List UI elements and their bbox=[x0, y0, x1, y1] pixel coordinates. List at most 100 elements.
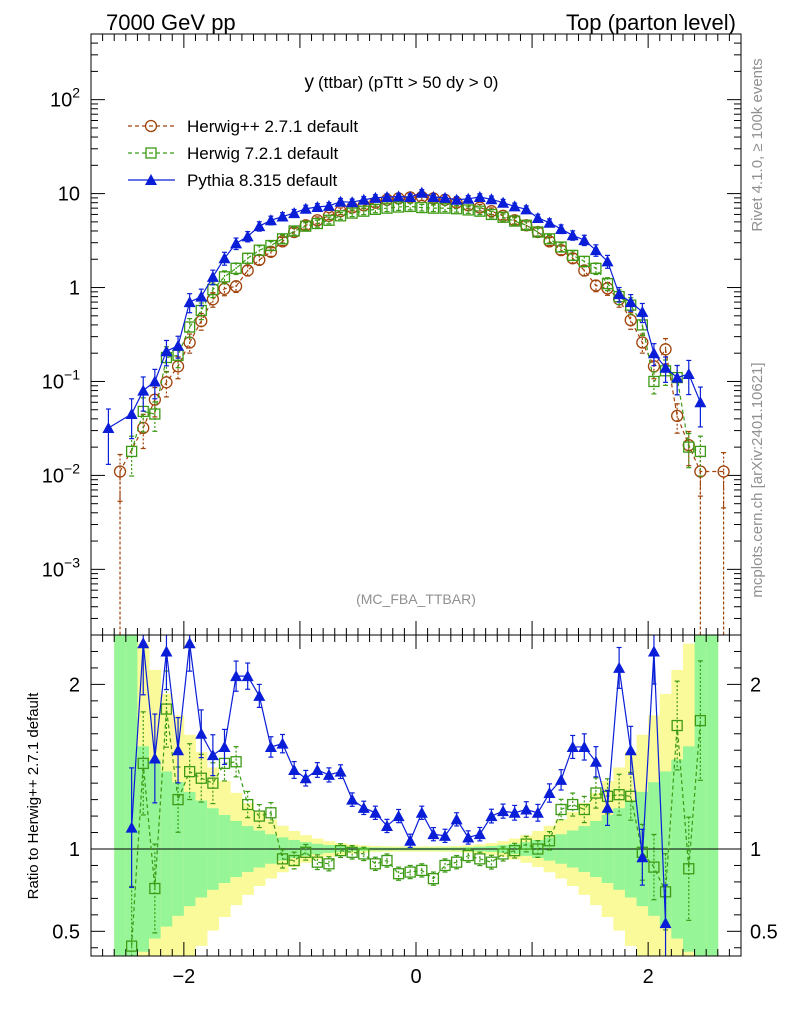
ratio-point-pythia bbox=[497, 805, 510, 817]
band-inner-bin bbox=[694, 635, 707, 956]
ratio-point-pythia bbox=[589, 755, 602, 767]
ratio-point-herwig7 bbox=[567, 798, 579, 811]
series-pythia bbox=[102, 186, 707, 465]
ratio-point-pythia bbox=[230, 670, 243, 682]
data-point-herwig7 bbox=[149, 408, 161, 420]
x-tick-label: 2 bbox=[643, 966, 654, 988]
ratio-point-herwig7 bbox=[590, 787, 602, 799]
ratio-point-herwig7 bbox=[532, 843, 544, 855]
y-tick-label: 10 bbox=[58, 184, 80, 206]
data-point-herwig7 bbox=[392, 201, 405, 213]
series-line-herwig7 bbox=[131, 205, 701, 452]
data-point-herwig7 bbox=[648, 375, 660, 388]
data-point-herwig7 bbox=[416, 201, 428, 214]
mcplots-label: mcplots.cern.ch [arXiv:2401.10621] bbox=[749, 362, 766, 597]
data-point-pythia bbox=[230, 237, 243, 249]
legend: Herwig++ 2.7.1 default Herwig 7.2.1 defau… bbox=[128, 117, 358, 190]
data-point-herwigpp bbox=[671, 409, 684, 423]
ratio-point-pythia bbox=[427, 828, 440, 840]
series-herwig7 bbox=[125, 200, 707, 477]
data-point-herwig7 bbox=[474, 205, 486, 217]
data-point-pythia bbox=[369, 191, 382, 203]
ratio-uncertainty-bands bbox=[114, 635, 719, 956]
y-tick-label: 10−3 bbox=[42, 554, 80, 581]
data-point-herwig7 bbox=[601, 277, 614, 290]
ratio-series-pythia bbox=[125, 635, 672, 956]
ratio-point-pythia bbox=[357, 801, 370, 813]
data-point-pythia bbox=[346, 196, 359, 208]
data-point-pythia bbox=[462, 192, 475, 204]
ratio-point-pythia bbox=[276, 737, 289, 749]
data-point-pythia bbox=[299, 202, 312, 214]
ratio-point-herwig7 bbox=[242, 798, 254, 811]
data-point-herwig7 bbox=[311, 217, 323, 230]
ratio-point-herwig7 bbox=[265, 807, 277, 819]
data-point-herwig7 bbox=[381, 202, 393, 214]
data-point-herwigpp bbox=[624, 313, 637, 327]
legend-item-herwigpp: Herwig++ 2.7.1 default bbox=[128, 117, 358, 136]
ratio-y-tick-label-right: 1 bbox=[750, 839, 761, 861]
data-point-pythia bbox=[439, 191, 452, 203]
y-tick-label-base: 10 bbox=[42, 371, 64, 393]
data-point-pythia bbox=[218, 252, 231, 264]
data-point-pythia bbox=[102, 421, 115, 433]
rivet-version-label: Rivet 4.1.0, ≥ 100k events bbox=[749, 58, 766, 231]
ratio-point-pythia bbox=[311, 763, 324, 775]
ratio-point-herwig7 bbox=[195, 772, 207, 784]
y-tick-label-base: 10 bbox=[50, 90, 72, 112]
ratio-point-pythia bbox=[195, 727, 208, 739]
ratio-point-pythia bbox=[137, 637, 150, 649]
ratio-point-pythia bbox=[392, 810, 405, 822]
x-axis: −2 0 2 bbox=[90, 635, 742, 988]
ratio-point-herwig7 bbox=[392, 868, 405, 880]
ratio-point-pythia bbox=[450, 813, 463, 825]
ratio-point-herwig7 bbox=[404, 866, 416, 878]
x-tick-label: −2 bbox=[172, 966, 195, 988]
data-point-pythia bbox=[473, 190, 486, 202]
ratio-point-pythia bbox=[624, 744, 637, 756]
legend-marker bbox=[144, 119, 158, 133]
data-point-herwigpp bbox=[659, 343, 672, 356]
data-point-pythia bbox=[253, 220, 266, 232]
ratio-point-pythia bbox=[322, 768, 335, 780]
data-point-herwig7 bbox=[497, 211, 509, 223]
data-point-pythia bbox=[659, 361, 672, 373]
ratio-point-pythia bbox=[160, 645, 173, 657]
y-tick-label-base: 10 bbox=[42, 559, 64, 581]
main-plot-panel: y (ttbar) (pTtt > 50 dy > 0) (MC_FBA_TTB… bbox=[42, 33, 742, 636]
data-point-pythia bbox=[589, 244, 602, 256]
data-point-pythia bbox=[195, 290, 208, 302]
ratio-point-pythia bbox=[334, 765, 347, 777]
y-tick-label-exponent: −2 bbox=[64, 460, 80, 476]
data-point-pythia bbox=[485, 193, 498, 205]
ratio-point-pythia bbox=[218, 740, 231, 752]
ratio-point-herwig7 bbox=[334, 844, 347, 857]
data-point-pythia bbox=[322, 199, 335, 211]
ratio-point-herwig7 bbox=[416, 864, 428, 877]
ratio-point-herwig7 bbox=[137, 757, 149, 770]
ratio-point-herwig7 bbox=[694, 714, 707, 727]
data-point-herwigpp bbox=[589, 279, 603, 292]
ratio-point-herwig7 bbox=[323, 858, 335, 870]
y-tick-label: 1 bbox=[69, 278, 80, 300]
data-point-pythia bbox=[380, 190, 393, 202]
data-point-herwig7 bbox=[694, 445, 707, 458]
data-point-pythia bbox=[288, 207, 301, 219]
ratio-point-pythia bbox=[647, 645, 660, 657]
ratio-point-herwig7 bbox=[184, 765, 196, 778]
ratio-point-herwig7 bbox=[207, 777, 219, 789]
ratio-point-herwig7 bbox=[485, 856, 498, 868]
ratio-point-pythia bbox=[125, 821, 138, 833]
ratio-y-axis: 0.5 0.5 1 1 2 2 bbox=[52, 634, 778, 949]
ratio-point-herwig7 bbox=[346, 846, 358, 858]
data-point-pythia bbox=[160, 345, 173, 357]
data-point-herwig7 bbox=[253, 244, 265, 256]
data-point-herwig7 bbox=[485, 208, 498, 221]
legend-item-herwig7: Herwig 7.2.1 default bbox=[128, 144, 338, 163]
data-point-herwig7 bbox=[683, 441, 695, 453]
data-point-herwigpp bbox=[241, 264, 254, 277]
ratio-point-pythia bbox=[531, 806, 544, 818]
legend-label: Herwig++ 2.7.1 default bbox=[187, 117, 358, 136]
data-point-pythia bbox=[671, 371, 684, 383]
